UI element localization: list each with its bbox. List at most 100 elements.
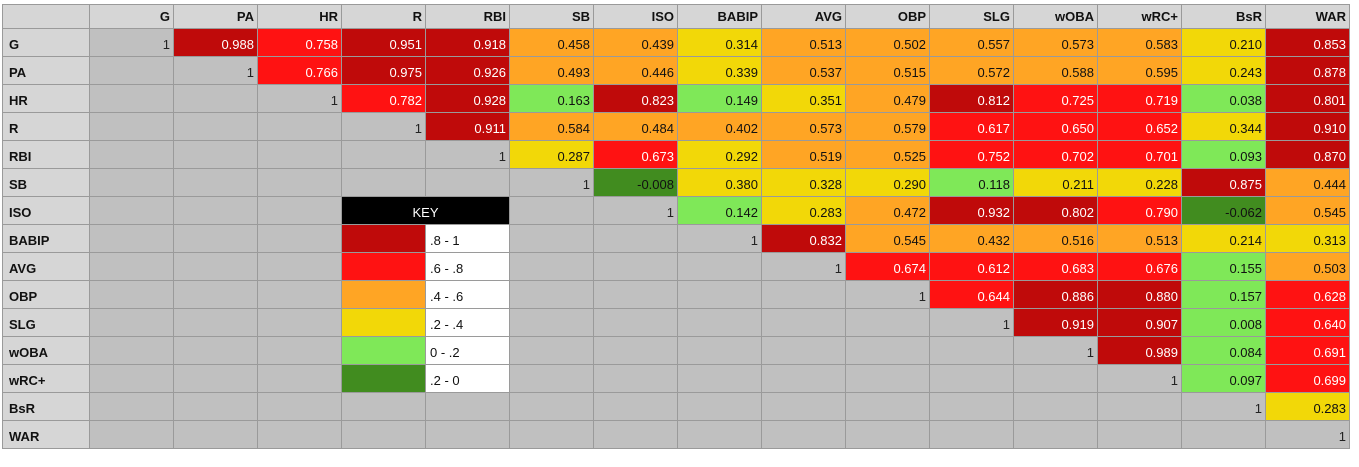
correlation-cell[interactable]: 0.339 bbox=[678, 57, 762, 85]
correlation-cell[interactable]: 0.617 bbox=[930, 113, 1014, 141]
row-header[interactable]: SB bbox=[3, 169, 90, 197]
column-header[interactable]: WAR bbox=[1266, 5, 1350, 29]
correlation-cell[interactable]: 0.432 bbox=[930, 225, 1014, 253]
row-header[interactable]: SLG bbox=[3, 309, 90, 337]
column-header[interactable]: PA bbox=[174, 5, 258, 29]
correlation-cell[interactable]: 0.572 bbox=[930, 57, 1014, 85]
correlation-cell[interactable]: 0.314 bbox=[678, 29, 762, 57]
correlation-cell[interactable]: 0.545 bbox=[846, 225, 930, 253]
correlation-cell[interactable]: 0.880 bbox=[1098, 281, 1182, 309]
correlation-cell[interactable]: 0.676 bbox=[1098, 253, 1182, 281]
row-header[interactable]: RBI bbox=[3, 141, 90, 169]
correlation-cell[interactable]: 0.484 bbox=[594, 113, 678, 141]
row-header[interactable]: HR bbox=[3, 85, 90, 113]
correlation-cell[interactable]: 0.640 bbox=[1266, 309, 1350, 337]
correlation-cell[interactable]: 0.283 bbox=[762, 197, 846, 225]
correlation-cell[interactable]: 0.439 bbox=[594, 29, 678, 57]
correlation-cell[interactable]: 0.493 bbox=[510, 57, 594, 85]
correlation-cell[interactable]: 0.782 bbox=[342, 85, 426, 113]
correlation-cell[interactable]: 0.214 bbox=[1182, 225, 1266, 253]
correlation-cell[interactable]: 0.402 bbox=[678, 113, 762, 141]
row-header[interactable]: wRC+ bbox=[3, 365, 90, 393]
correlation-cell[interactable]: 0.573 bbox=[762, 113, 846, 141]
correlation-cell[interactable]: 0.519 bbox=[762, 141, 846, 169]
correlation-cell[interactable]: 0.583 bbox=[1098, 29, 1182, 57]
correlation-cell[interactable]: 0.458 bbox=[510, 29, 594, 57]
correlation-cell[interactable]: 0.802 bbox=[1014, 197, 1098, 225]
correlation-cell[interactable]: 0.503 bbox=[1266, 253, 1350, 281]
row-header[interactable]: WAR bbox=[3, 421, 90, 449]
row-header[interactable]: BABIP bbox=[3, 225, 90, 253]
correlation-cell[interactable]: 0.515 bbox=[846, 57, 930, 85]
correlation-cell[interactable]: 0.516 bbox=[1014, 225, 1098, 253]
correlation-cell[interactable]: 0.673 bbox=[594, 141, 678, 169]
column-header[interactable]: OBP bbox=[846, 5, 930, 29]
correlation-cell[interactable]: 0.823 bbox=[594, 85, 678, 113]
correlation-cell[interactable]: 0.093 bbox=[1182, 141, 1266, 169]
correlation-cell[interactable]: 0.290 bbox=[846, 169, 930, 197]
column-header[interactable]: AVG bbox=[762, 5, 846, 29]
correlation-cell[interactable]: 0.683 bbox=[1014, 253, 1098, 281]
correlation-cell[interactable]: 0.545 bbox=[1266, 197, 1350, 225]
correlation-cell[interactable]: 0.155 bbox=[1182, 253, 1266, 281]
correlation-cell[interactable]: 0.595 bbox=[1098, 57, 1182, 85]
correlation-cell[interactable]: 0.380 bbox=[678, 169, 762, 197]
correlation-cell[interactable]: 0.853 bbox=[1266, 29, 1350, 57]
correlation-cell[interactable]: 0.701 bbox=[1098, 141, 1182, 169]
correlation-cell[interactable]: 0.142 bbox=[678, 197, 762, 225]
correlation-cell[interactable]: 0.870 bbox=[1266, 141, 1350, 169]
correlation-cell[interactable]: 0.652 bbox=[1098, 113, 1182, 141]
correlation-cell[interactable]: 0.472 bbox=[846, 197, 930, 225]
correlation-cell[interactable]: 0.328 bbox=[762, 169, 846, 197]
row-header[interactable]: G bbox=[3, 29, 90, 57]
correlation-cell[interactable]: -0.062 bbox=[1182, 197, 1266, 225]
row-header[interactable]: R bbox=[3, 113, 90, 141]
correlation-cell[interactable]: 0.149 bbox=[678, 85, 762, 113]
correlation-cell[interactable]: 0.344 bbox=[1182, 113, 1266, 141]
row-header[interactable]: wOBA bbox=[3, 337, 90, 365]
correlation-cell[interactable]: 0.287 bbox=[510, 141, 594, 169]
correlation-cell[interactable]: 0.008 bbox=[1182, 309, 1266, 337]
correlation-cell[interactable]: 0.228 bbox=[1098, 169, 1182, 197]
row-header[interactable]: AVG bbox=[3, 253, 90, 281]
correlation-cell[interactable]: 0.628 bbox=[1266, 281, 1350, 309]
correlation-cell[interactable]: 0.211 bbox=[1014, 169, 1098, 197]
correlation-cell[interactable]: 0.537 bbox=[762, 57, 846, 85]
correlation-cell[interactable]: 0.878 bbox=[1266, 57, 1350, 85]
correlation-cell[interactable]: 0.790 bbox=[1098, 197, 1182, 225]
correlation-cell[interactable]: 0.752 bbox=[930, 141, 1014, 169]
correlation-cell[interactable]: 0.926 bbox=[426, 57, 510, 85]
column-header[interactable]: HR bbox=[258, 5, 342, 29]
correlation-cell[interactable]: 0.766 bbox=[258, 57, 342, 85]
correlation-cell[interactable]: 0.118 bbox=[930, 169, 1014, 197]
correlation-cell[interactable]: 0.283 bbox=[1266, 393, 1350, 421]
correlation-cell[interactable]: 0.525 bbox=[846, 141, 930, 169]
column-header[interactable]: BABIP bbox=[678, 5, 762, 29]
correlation-cell[interactable]: 0.513 bbox=[762, 29, 846, 57]
correlation-cell[interactable]: 0.725 bbox=[1014, 85, 1098, 113]
column-header[interactable]: BsR bbox=[1182, 5, 1266, 29]
correlation-cell[interactable]: 0.801 bbox=[1266, 85, 1350, 113]
correlation-cell[interactable]: 0.650 bbox=[1014, 113, 1098, 141]
correlation-cell[interactable]: 0.557 bbox=[930, 29, 1014, 57]
correlation-cell[interactable]: 0.097 bbox=[1182, 365, 1266, 393]
correlation-cell[interactable]: 0.243 bbox=[1182, 57, 1266, 85]
correlation-cell[interactable]: 0.812 bbox=[930, 85, 1014, 113]
correlation-cell[interactable]: 0.932 bbox=[930, 197, 1014, 225]
correlation-cell[interactable]: 0.928 bbox=[426, 85, 510, 113]
correlation-cell[interactable]: 0.919 bbox=[1014, 309, 1098, 337]
row-header[interactable]: ISO bbox=[3, 197, 90, 225]
column-header[interactable]: RBI bbox=[426, 5, 510, 29]
correlation-cell[interactable]: 0.988 bbox=[174, 29, 258, 57]
correlation-cell[interactable]: 0.975 bbox=[342, 57, 426, 85]
correlation-cell[interactable]: 0.038 bbox=[1182, 85, 1266, 113]
correlation-cell[interactable]: 0.588 bbox=[1014, 57, 1098, 85]
correlation-cell[interactable]: 0.579 bbox=[846, 113, 930, 141]
correlation-cell[interactable]: 0.292 bbox=[678, 141, 762, 169]
correlation-cell[interactable]: 0.573 bbox=[1014, 29, 1098, 57]
column-header[interactable]: ISO bbox=[594, 5, 678, 29]
correlation-cell[interactable]: 0.210 bbox=[1182, 29, 1266, 57]
correlation-cell[interactable]: 0.502 bbox=[846, 29, 930, 57]
correlation-cell[interactable]: 0.911 bbox=[426, 113, 510, 141]
correlation-cell[interactable]: 0.758 bbox=[258, 29, 342, 57]
